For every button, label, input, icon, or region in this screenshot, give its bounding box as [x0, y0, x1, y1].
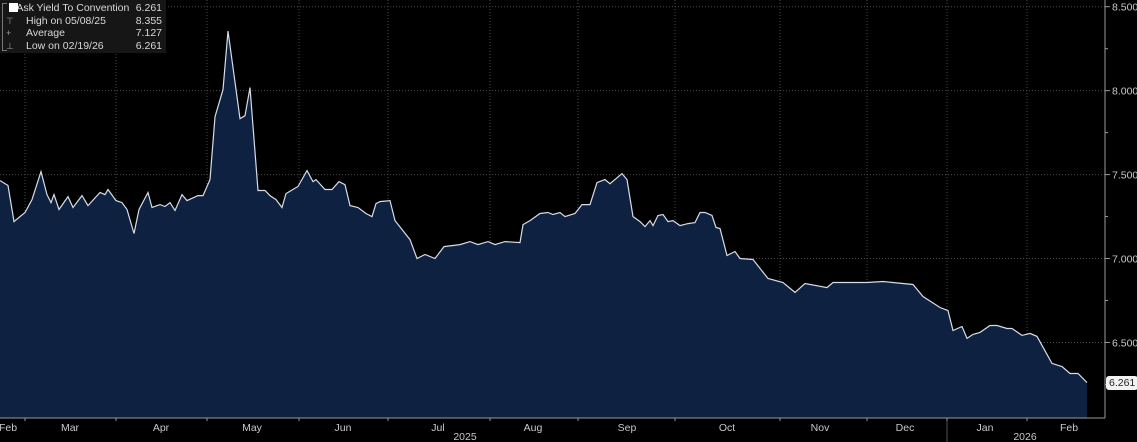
x-tick-label: Apr [153, 422, 170, 434]
year-label: 2025 [453, 431, 477, 442]
x-tick-label: Aug [524, 422, 543, 434]
x-tick-label: Jun [335, 422, 352, 434]
y-tick-label: 8.000 [1112, 86, 1137, 98]
x-tick-label: Feb [1060, 422, 1078, 434]
y-tick-label: 7.500 [1112, 170, 1137, 182]
average-marker-icon: + [6, 28, 12, 39]
series-line [0, 31, 1088, 384]
legend-value: 6.261 [135, 2, 162, 14]
legend: Ask Yield To Convention 6.261 ⊤ High on … [0, 0, 166, 53]
year-label: 2026 [1013, 431, 1037, 442]
legend-item-low[interactable]: ⊥ Low on 02/19/26 6.261 [0, 40, 166, 53]
legend-value: 7.127 [135, 27, 162, 39]
square-marker-icon [0, 2, 18, 14]
series-area [0, 31, 1088, 418]
x-tick-label: Nov [811, 422, 830, 434]
legend-item-average[interactable]: + Average 7.127 [0, 27, 166, 40]
last-value-badge: 6.261 [1106, 376, 1137, 390]
legend-label: High on 05/08/25 [26, 14, 106, 27]
x-tick-label: Mar [61, 422, 80, 434]
x-tick-label: Dec [896, 422, 915, 434]
y-tick-label: 7.000 [1112, 254, 1137, 266]
legend-label: Average [26, 27, 65, 39]
legend-value: 8.355 [135, 14, 162, 27]
x-tick-label: Feb [0, 422, 17, 434]
legend-item-series[interactable]: Ask Yield To Convention 6.261 [0, 2, 166, 15]
legend-label: Low on 02/19/26 [26, 39, 104, 52]
high-marker-icon: ⊤ [6, 15, 14, 26]
x-tick-label: Sep [618, 422, 637, 434]
low-marker-icon: ⊥ [6, 40, 14, 51]
x-tick-label: Oct [719, 422, 735, 434]
x-tick-label: Jan [977, 422, 994, 434]
legend-label: Ask Yield To Convention [16, 2, 130, 14]
x-tick-label: May [242, 422, 263, 434]
legend-item-high[interactable]: ⊤ High on 05/08/25 8.355 [0, 15, 166, 28]
legend-tree-connector [2, 3, 7, 51]
area-fill [0, 31, 1087, 418]
y-tick-label: 8.500 [1112, 2, 1137, 14]
legend-value: 6.261 [135, 39, 162, 52]
y-tick-label: 6.500 [1112, 337, 1137, 349]
x-tick-label: Jul [431, 422, 444, 434]
